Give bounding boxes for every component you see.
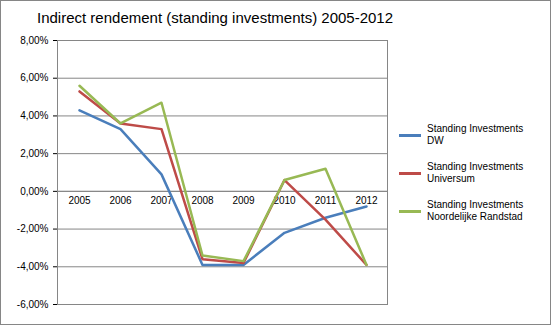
- svg-text:2009: 2009: [232, 195, 255, 206]
- svg-text:4,00%: 4,00%: [20, 110, 48, 121]
- svg-text:-6,00%: -6,00%: [17, 299, 49, 310]
- svg-text:2010: 2010: [273, 194, 296, 206]
- svg-text:2011: 2011: [315, 195, 337, 206]
- html-text:Standing Investments DW: Standing Investments DW: [427, 123, 524, 146]
- svg-text:2008: 2008: [191, 195, 214, 206]
- svg-text:2012: 2012: [355, 195, 378, 206]
- svg-text:-4,00%: -4,00%: [17, 261, 49, 272]
- svg-text:2005: 2005: [68, 195, 91, 206]
- html-text:Standing Investments Noordelij: Standing Investments Noordelijke Randsta…: [427, 199, 524, 222]
- html-text:Standing Investments Universum: Standing Investments Universum: [427, 161, 524, 184]
- svg-text:0,00%: 0,00%: [20, 186, 48, 197]
- svg-text:8,00%: 8,00%: [20, 35, 48, 46]
- html-text:Indirect rendement (standing i: Indirect rendement (standing investments…: [37, 9, 393, 26]
- svg-text:2007: 2007: [150, 195, 173, 206]
- svg-text:-2,00%: -2,00%: [17, 223, 49, 234]
- svg-text:2,00%: 2,00%: [20, 148, 48, 159]
- svg-text:2006: 2006: [109, 195, 132, 206]
- svg-text:6,00%: 6,00%: [20, 72, 48, 83]
